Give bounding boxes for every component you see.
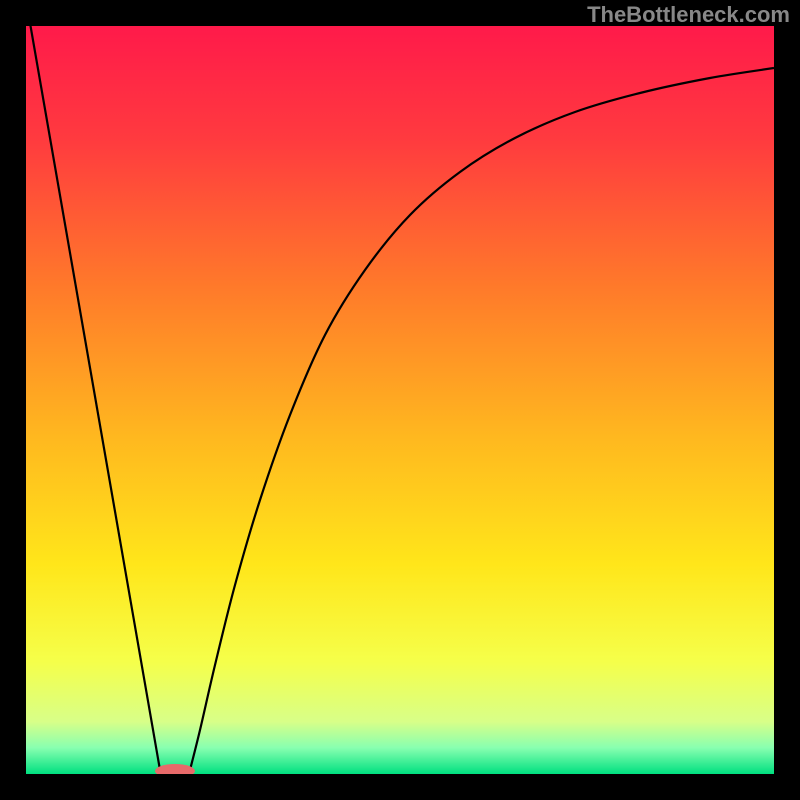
- bottleneck-chart: [0, 0, 800, 800]
- watermark-text: TheBottleneck.com: [587, 2, 790, 28]
- chart-container: TheBottleneck.com: [0, 0, 800, 800]
- gradient-background: [26, 26, 774, 774]
